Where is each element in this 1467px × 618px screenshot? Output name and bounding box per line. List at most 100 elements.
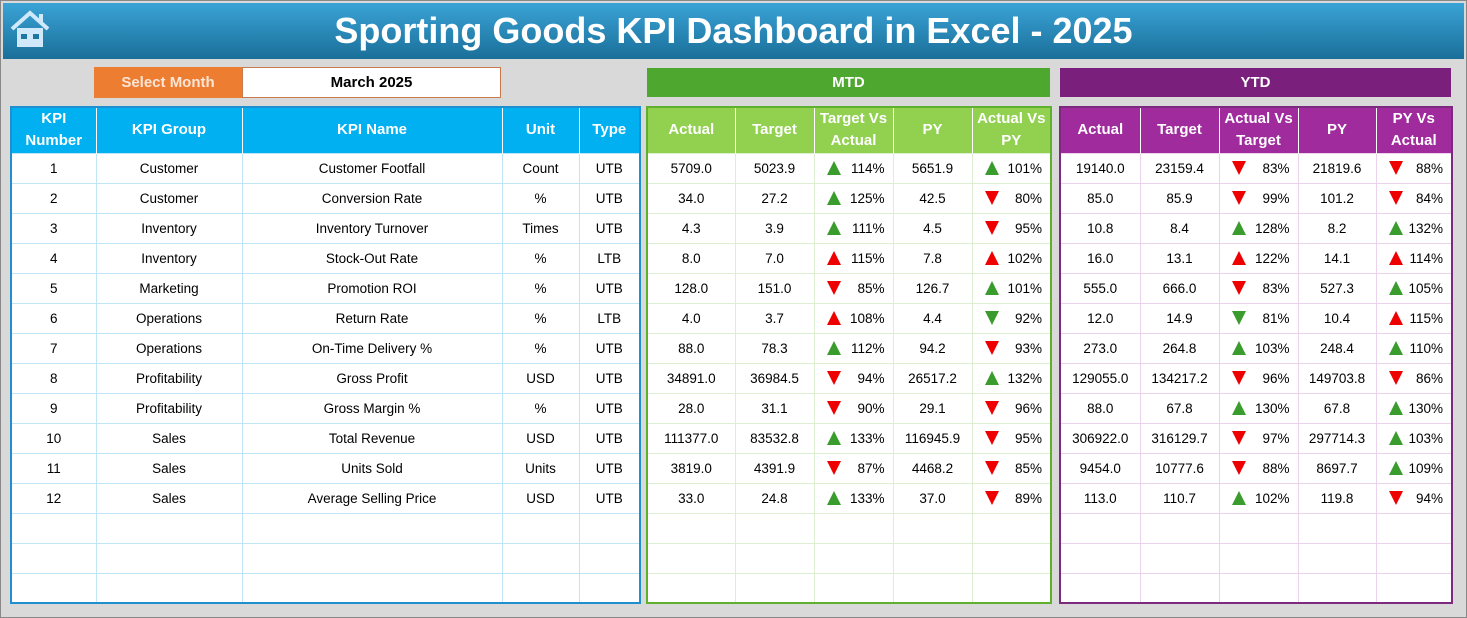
percent-value: 114% (850, 160, 885, 176)
indicator: 99% (1224, 191, 1294, 206)
ytd-cell: 67.8 (1139, 392, 1220, 424)
arrow-down-icon (984, 491, 999, 505)
ytd-cell: 85.9 (1139, 182, 1220, 214)
ytd-cell: 129055.0 (1059, 362, 1141, 394)
indicator: 97% (1224, 431, 1294, 446)
ytd-cell (1297, 572, 1377, 604)
ytd-cell: 130% (1375, 392, 1453, 424)
percent-value: 81% (1262, 310, 1290, 326)
kpi-cell (95, 572, 243, 604)
kpi-cell: LTB (578, 302, 641, 334)
indicator: 85% (819, 281, 889, 296)
mtd-cell: 4.0 (646, 302, 736, 334)
mtd-cell: 4.5 (892, 212, 973, 244)
indicator: 86% (1381, 371, 1448, 386)
arrow-down-icon (984, 341, 999, 355)
indicator: 83% (1224, 161, 1294, 176)
kpi-cell: Units Sold (241, 452, 503, 484)
percent-value: 122% (1254, 250, 1290, 266)
kpi-cell: Customer Footfall (241, 152, 503, 184)
indicator: 114% (1381, 251, 1448, 266)
table-row: 11 Sales Units Sold Units UTB (10, 452, 641, 484)
ytd-cell (1059, 572, 1141, 604)
ytd-cell: 555.0 (1059, 272, 1141, 304)
percent-value: 95% (1014, 220, 1042, 236)
arrow-down-icon (984, 431, 999, 445)
kpi-cell (95, 542, 243, 574)
arrow-down-icon (1231, 161, 1246, 175)
arrow-up-icon (984, 251, 999, 265)
column-header: Actual (647, 107, 736, 153)
kpi-table: KPI Number KPI Group KPI Name Unit Type 1 Cust… (10, 106, 641, 604)
arrow-down-icon (1388, 191, 1403, 205)
column-header: KPI Group (96, 107, 243, 153)
kpi-cell: % (501, 392, 580, 424)
month-dropdown[interactable]: March 2025 (242, 67, 501, 98)
kpi-cell: Times (501, 212, 580, 244)
percent-value: 84% (1415, 190, 1443, 206)
ytd-cell: 132% (1375, 212, 1453, 244)
mtd-cell: 111377.0 (646, 422, 736, 454)
percent-value: 90% (857, 400, 885, 416)
kpi-cell: % (501, 272, 580, 304)
table-row: 88.0 67.8 130% 67.8 130% (1059, 392, 1453, 424)
ytd-cell: 83% (1218, 272, 1299, 304)
arrow-up-icon (826, 191, 841, 205)
home-icon[interactable] (9, 9, 51, 49)
ytd-cell: 8.4 (1139, 212, 1220, 244)
kpi-cell: Customer (95, 182, 243, 214)
mtd-cell (734, 542, 815, 574)
indicator: 93% (977, 341, 1047, 356)
arrow-down-icon (1388, 491, 1403, 505)
table-row: 16.0 13.1 122% 14.1 114% (1059, 242, 1453, 274)
ytd-cell (1059, 512, 1141, 544)
table-row: 33.0 24.8 133% 37.0 89% (646, 482, 1052, 514)
kpi-cell (578, 572, 641, 604)
table-row (1059, 512, 1453, 544)
mtd-cell: 116945.9 (892, 422, 973, 454)
indicator: 80% (977, 191, 1047, 206)
percent-value: 80% (1014, 190, 1042, 206)
arrow-down-icon (1231, 461, 1246, 475)
ytd-cell (1218, 512, 1299, 544)
mtd-cell: 26517.2 (892, 362, 973, 394)
arrow-up-icon (1231, 341, 1246, 355)
column-header: Target (1140, 107, 1220, 153)
table-row: 111377.0 83532.8 133% 116945.9 95% (646, 422, 1052, 454)
indicator: 132% (977, 371, 1047, 386)
table-row: 9454.0 10777.6 88% 8697.7 109% (1059, 452, 1453, 484)
table-row: 19140.0 23159.4 83% 21819.6 88% (1059, 152, 1453, 184)
percent-value: 102% (1007, 250, 1042, 266)
mtd-cell: 88.0 (646, 332, 736, 364)
kpi-cell: % (501, 332, 580, 364)
mtd-cell: 31.1 (734, 392, 815, 424)
table-row: 85.0 85.9 99% 101.2 84% (1059, 182, 1453, 214)
mtd-cell: 95% (971, 422, 1052, 454)
mtd-cell: 8.0 (646, 242, 736, 274)
mtd-cell: 133% (813, 482, 894, 514)
kpi-cell: % (501, 302, 580, 334)
column-header: Target Vs Actual (814, 107, 894, 153)
mtd-cell (646, 572, 736, 604)
ytd-cell: 88% (1218, 452, 1299, 484)
mtd-cell (892, 572, 973, 604)
mtd-cell (646, 542, 736, 574)
ytd-cell: 13.1 (1139, 242, 1220, 274)
kpi-cell: Inventory (95, 212, 243, 244)
percent-value: 133% (849, 490, 885, 506)
kpi-cell: 12 (10, 482, 97, 514)
mtd-cell: 7.8 (892, 242, 973, 274)
table-row (10, 572, 641, 604)
indicator: 101% (977, 161, 1047, 176)
kpi-cell (95, 512, 243, 544)
table-row: 3819.0 4391.9 87% 4468.2 85% (646, 452, 1052, 484)
mtd-cell (734, 512, 815, 544)
table-row: 88.0 78.3 112% 94.2 93% (646, 332, 1052, 364)
indicator: 133% (819, 491, 889, 506)
mtd-cell: 108% (813, 302, 894, 334)
column-header: PY Vs Actual (1376, 107, 1453, 153)
arrow-down-icon (984, 401, 999, 415)
kpi-cell: 3 (10, 212, 97, 244)
percent-value: 114% (1409, 250, 1443, 266)
mtd-cell: 114% (813, 152, 894, 184)
